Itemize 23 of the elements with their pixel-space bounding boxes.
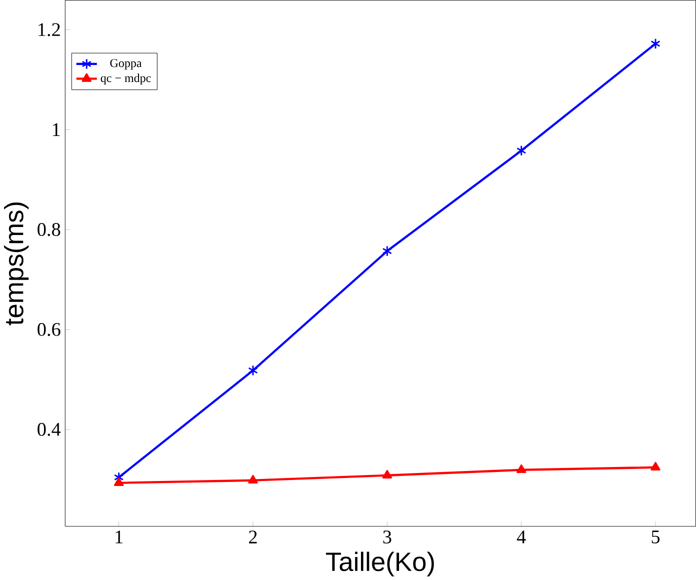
x-tick-label: 1: [116, 530, 122, 544]
point: [516, 464, 526, 473]
x-tick-label: 2: [249, 530, 257, 544]
x-tick-label: 5: [652, 530, 660, 544]
point: [650, 462, 660, 470]
y-tick-label: 0.6: [38, 322, 60, 336]
y-tick-label: 0.4: [38, 422, 61, 436]
point: [382, 470, 392, 478]
y-tick-label: 1: [52, 123, 60, 136]
point: [248, 474, 258, 484]
point: [516, 144, 526, 156]
x-tick-label: 4: [516, 530, 526, 544]
legend-label: qc − mdpc: [100, 73, 151, 84]
point: [114, 477, 124, 486]
point: [650, 38, 660, 50]
y-axis-title: temps(ms): [4, 202, 29, 326]
y-tick-label: 0.8: [38, 222, 60, 236]
legend-label: Goppa: [110, 58, 142, 70]
point: [248, 364, 258, 376]
y-tick-label: 1.2: [38, 23, 60, 36]
x-axis-title: Taille(Ko): [326, 552, 434, 576]
x-tick-label: 3: [383, 530, 392, 544]
point: [382, 245, 392, 256]
